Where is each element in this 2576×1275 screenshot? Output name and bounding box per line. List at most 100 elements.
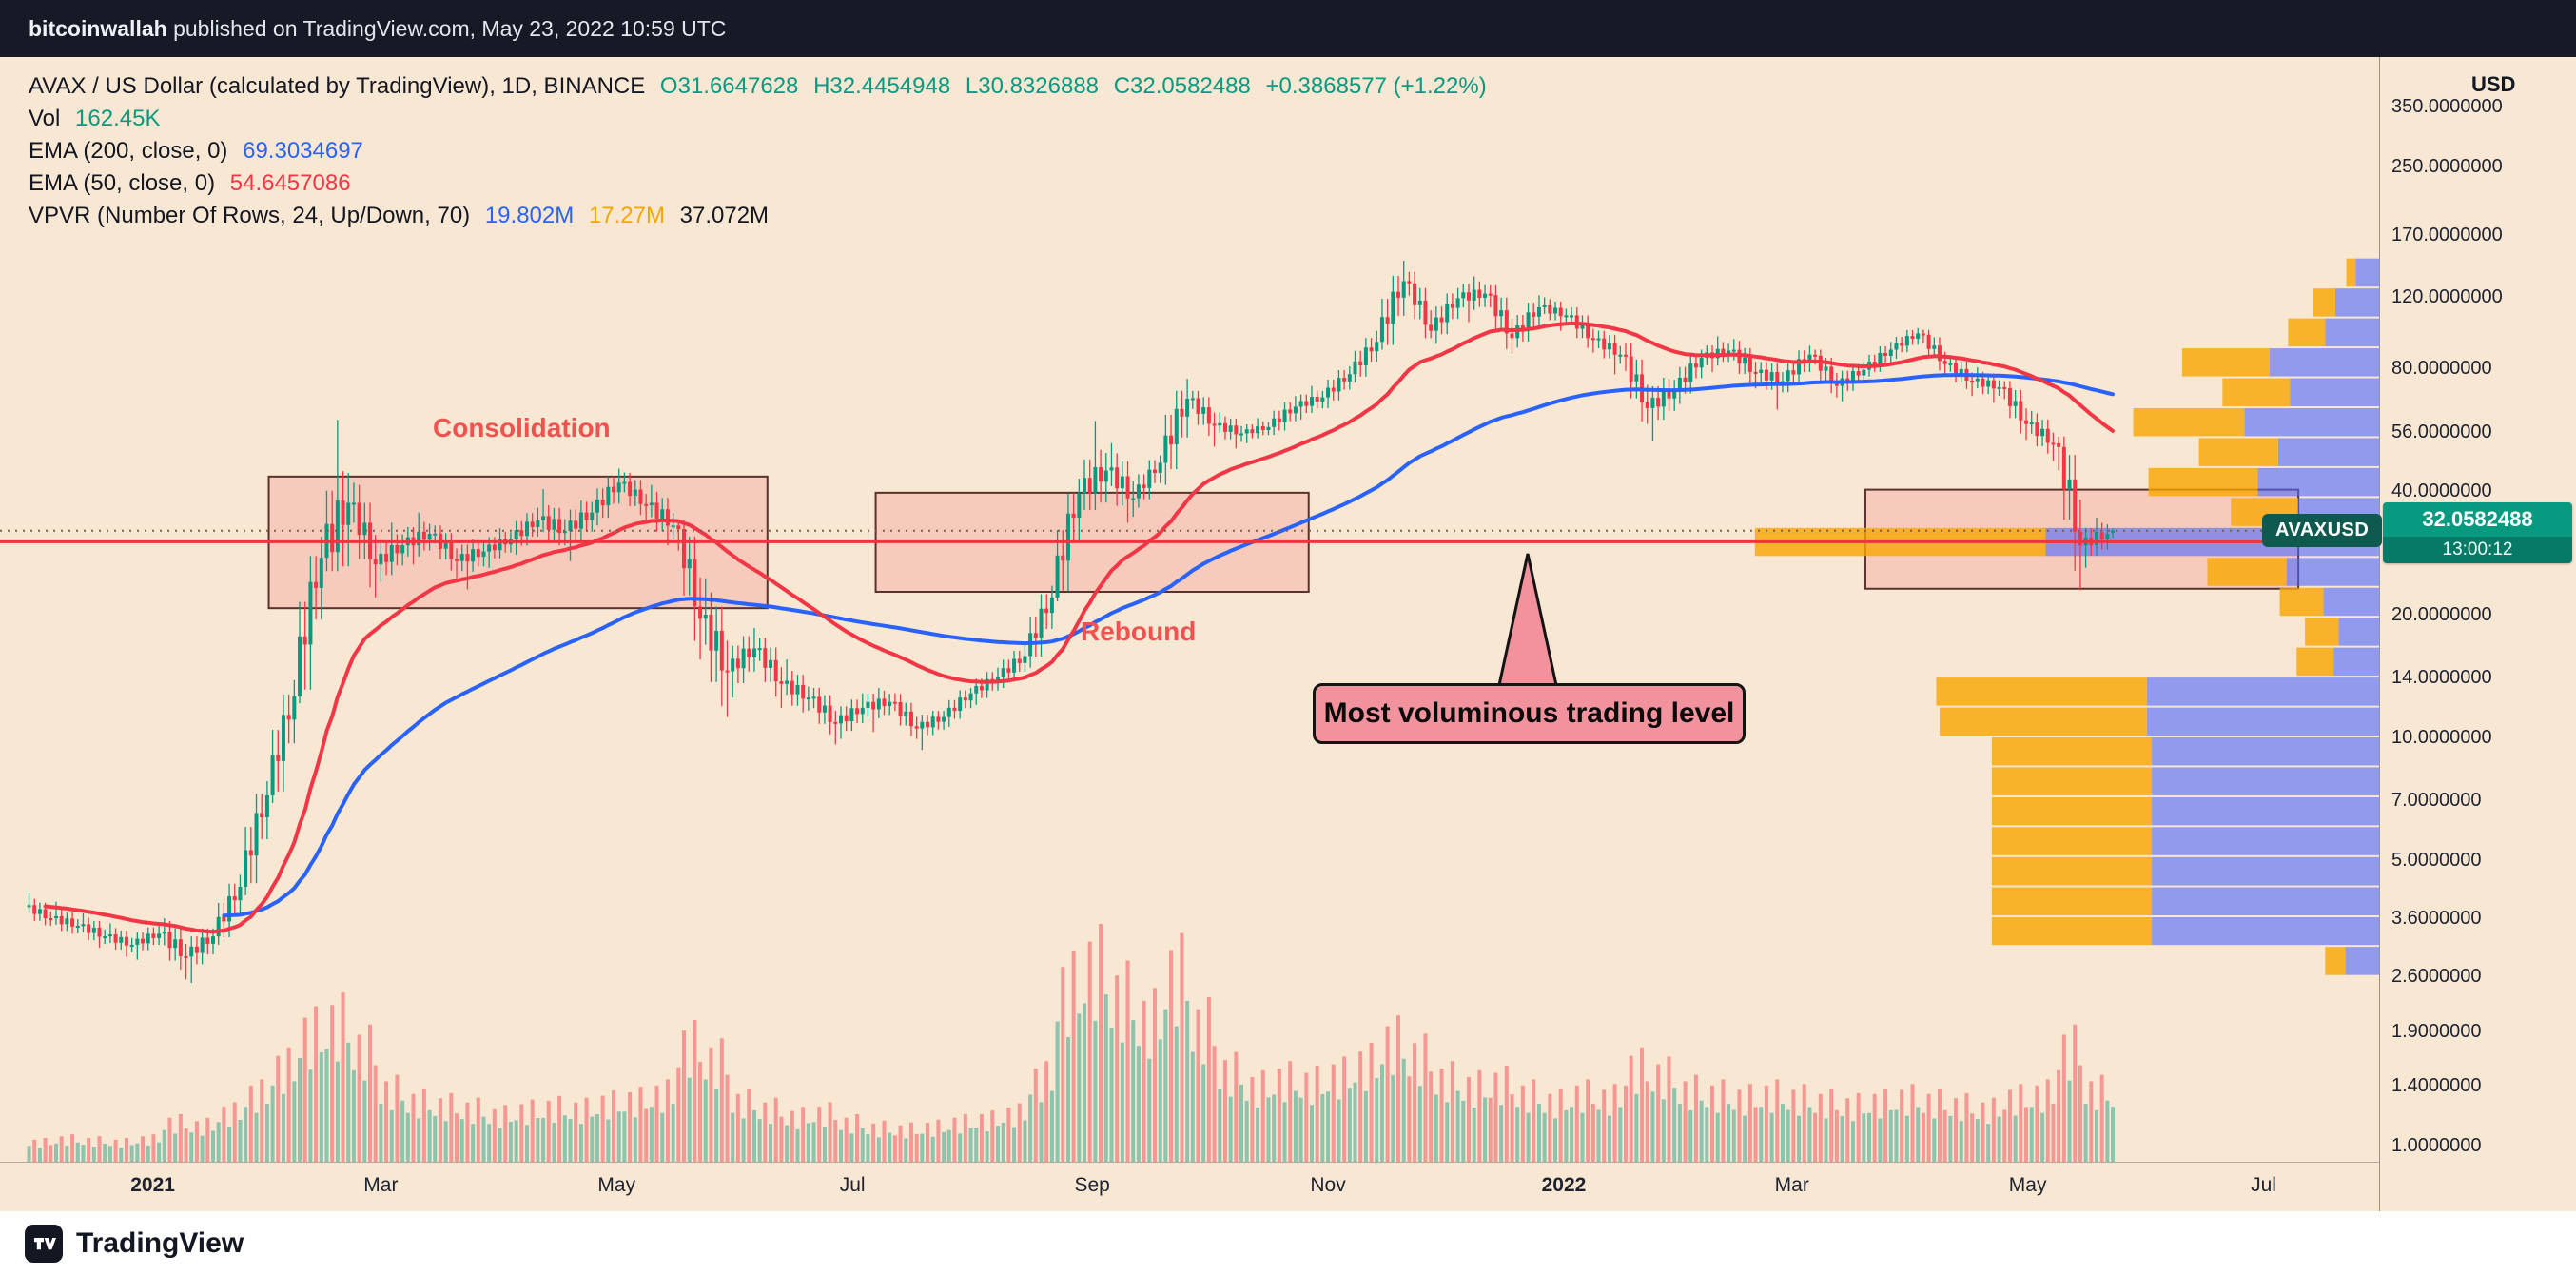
time-tick[interactable]: Nov [1310,1174,1346,1196]
candle-body [1612,343,1617,355]
volume-bar [1623,1085,1628,1162]
time-tick[interactable]: 2021 [130,1174,175,1196]
volume-bar [892,1135,897,1162]
candle-body [1813,354,1818,357]
volume-bar [606,1119,611,1162]
volume-bar [438,1098,442,1162]
volume-bar [1959,1121,1963,1162]
legend-ema200-row[interactable]: EMA (200, close, 0) 69.3034697 [29,135,1495,167]
vpvr-down-row [2313,288,2335,317]
volume-bar [1169,950,1174,1162]
candle-body [1407,281,1412,284]
time-tick[interactable]: May [2008,1174,2047,1196]
volume-bar [1309,1105,1314,1162]
vpvr-down-row [1991,736,2153,766]
time-tick[interactable]: May [597,1174,636,1196]
vpvr-up-row [2152,796,2379,826]
candle-body [1683,377,1688,382]
candle-body [622,481,627,484]
volume-bar [644,1108,649,1162]
price-chart-canvas[interactable] [0,57,2379,1162]
volume-bar [1764,1085,1768,1162]
time-tick[interactable]: Mar [1774,1174,1809,1196]
time-tick[interactable]: Jul [839,1174,866,1196]
volume-bar [314,1006,319,1162]
price-line-symbol-label[interactable]: AVAXUSD [2262,513,2383,547]
legend-volume-row[interactable]: Vol 162.45K [29,103,1495,135]
volume-bar [1391,1074,1395,1162]
volume-bar [1921,1112,1925,1162]
candle-body [1959,368,1963,375]
candle-body [70,918,75,927]
volume-bar [817,1107,822,1162]
volume-bar [568,1119,573,1162]
current-price-badge: 32.0582488 13:00:12 [2383,501,2572,563]
volume-bar [1586,1079,1590,1162]
volume-bar [1358,1051,1363,1162]
time-tick[interactable]: Jul [2251,1174,2276,1196]
candle-body [2073,479,2078,532]
candle-body [1120,476,1124,489]
volume-bar [1910,1084,1915,1162]
candle-body [1218,422,1222,426]
candle-body [1721,348,1726,355]
volume-bar [1715,1112,1720,1162]
attribution-bar: bitcoinwallah published on TradingView.c… [0,0,2576,57]
ema200-line[interactable] [222,373,2115,918]
volume-bar [2002,1109,2007,1162]
volume-bar [1206,996,1211,1162]
candle-body [811,696,816,699]
volume-bar [1926,1093,1931,1162]
time-axis[interactable]: 2021 Mar May Jul Sep Nov 2022 Mar May Jul [0,1162,2379,1211]
volume-bar [936,1119,941,1162]
tradingview-brand[interactable]: TradingView [76,1226,244,1259]
candle-body [1731,349,1736,352]
candle-body [189,946,194,957]
consolidation-label[interactable]: Consolidation [433,413,611,442]
legend-ema50-row[interactable]: EMA (50, close, 0) 54.6457086 [29,167,1495,200]
volume-bar [1504,1066,1509,1162]
volume-bar [1234,1051,1239,1162]
legend-symbol-row[interactable]: AVAX / US Dollar (calculated by TradingV… [29,70,1495,103]
volume-bar [248,1085,253,1162]
ema50-line[interactable] [43,321,2115,934]
tradingview-logo-icon[interactable] [25,1224,63,1263]
volume-bar [433,1115,438,1162]
candle-body [1590,338,1595,341]
time-tick[interactable]: Sep [1074,1174,1110,1196]
candle-body [1083,478,1087,494]
volume-bar [2105,1100,2110,1162]
volume-bar [1103,994,1108,1162]
rebound-label[interactable]: Rebound [1081,617,1197,646]
time-tick[interactable]: Mar [363,1174,399,1196]
volume-bar [1753,1107,1758,1162]
volume-bar [898,1125,903,1162]
candle-body [633,489,637,497]
candle-body [660,509,665,519]
candle-body [1564,315,1569,318]
candle-body [698,606,703,619]
volume-bar [2078,1065,2082,1162]
volume-bar [498,1128,502,1162]
volume-bar [785,1125,790,1162]
price-axis[interactable]: USD 350.0000000 250.0000000 170.0000000 120… [2379,57,2576,1211]
footer-bar: TradingView [0,1211,2576,1275]
candle-body [308,581,313,645]
candle-body [606,486,611,506]
callout-most-voluminous[interactable]: Most voluminous trading level [1313,683,1746,744]
vpvr-up-row [2345,947,2379,975]
candle-body [1975,378,1980,382]
volume-bar [1721,1079,1726,1162]
volume-bar [1856,1092,1861,1162]
candle-body [124,936,128,946]
legend-vpvr-row[interactable]: VPVR (Number Of Rows, 24, Up/Down, 70) 1… [29,200,1495,232]
volume-bar [1975,1119,1980,1162]
candle-body [2078,531,2082,546]
candle-body [1039,608,1044,638]
volume-bar [769,1124,773,1162]
time-tick[interactable]: 2022 [1541,1174,1587,1196]
candle-body [1315,396,1319,402]
volume-bar [1158,1039,1162,1162]
volume-bar [2051,1104,2056,1162]
candle-body [1012,658,1017,673]
